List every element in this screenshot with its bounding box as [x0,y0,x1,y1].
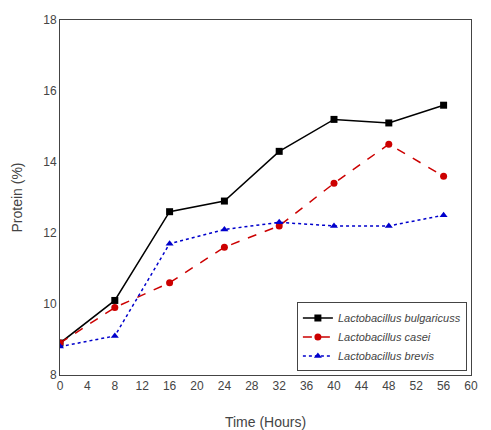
svg-text:40: 40 [327,379,341,393]
svg-text:4: 4 [84,379,91,393]
svg-text:8: 8 [111,379,118,393]
svg-text:12: 12 [43,226,57,240]
svg-text:0: 0 [57,379,64,393]
svg-text:Lactobacillus brevis: Lactobacillus brevis [338,350,434,362]
svg-text:Time (Hours): Time (Hours) [225,414,306,430]
svg-text:Lactobacillus bulgaricuss: Lactobacillus bulgaricuss [338,312,461,324]
svg-text:32: 32 [273,379,287,393]
svg-text:56: 56 [437,379,451,393]
svg-text:52: 52 [410,379,424,393]
svg-text:20: 20 [190,379,204,393]
svg-text:18: 18 [43,13,57,27]
svg-text:14: 14 [43,155,57,169]
svg-text:36: 36 [300,379,314,393]
svg-text:16: 16 [43,84,57,98]
svg-text:8: 8 [50,368,57,382]
svg-text:48: 48 [382,379,396,393]
svg-text:60: 60 [464,379,478,393]
svg-text:10: 10 [43,297,57,311]
svg-text:Protein (%): Protein (%) [9,162,25,232]
svg-text:16: 16 [163,379,177,393]
svg-text:Lactobacillus casei: Lactobacillus casei [338,331,431,343]
svg-text:24: 24 [218,379,232,393]
svg-text:44: 44 [355,379,369,393]
svg-text:12: 12 [136,379,150,393]
svg-text:28: 28 [245,379,259,393]
